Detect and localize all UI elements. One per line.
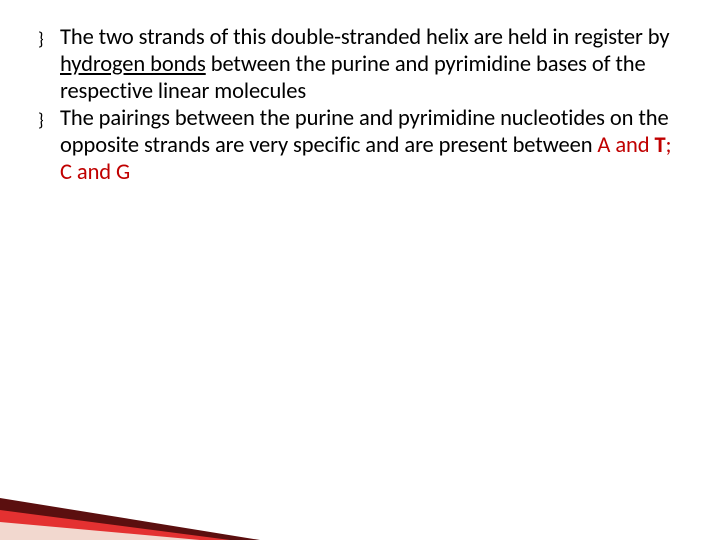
corner-wedge-pale [0,522,200,540]
slide-body: } The two strands of this double-strande… [38,24,688,186]
hydrogen-bonds-term: hydrogen bonds [60,51,206,78]
bullet-marker-icon: } [38,24,60,53]
list-item: } The pairings between the purine and py… [38,105,688,186]
text-run: and [610,132,654,159]
base-t: T [654,132,665,159]
text-run: and [72,159,116,186]
slide: } The two strands of this double-strande… [0,0,720,540]
base-c: C [60,159,72,186]
base-a: A [597,132,610,159]
text-run: ; [665,132,671,159]
bullet-marker-icon: } [38,105,60,134]
bullet-text: The two strands of this double-stranded … [60,24,688,105]
list-item: } The two strands of this double-strande… [38,24,688,105]
bullet-text: The pairings between the purine and pyri… [60,105,688,186]
base-g: G [116,159,130,186]
text-run: The two strands of this double-stranded … [60,24,669,51]
text-run: The pairings between the purine and pyri… [60,105,669,159]
